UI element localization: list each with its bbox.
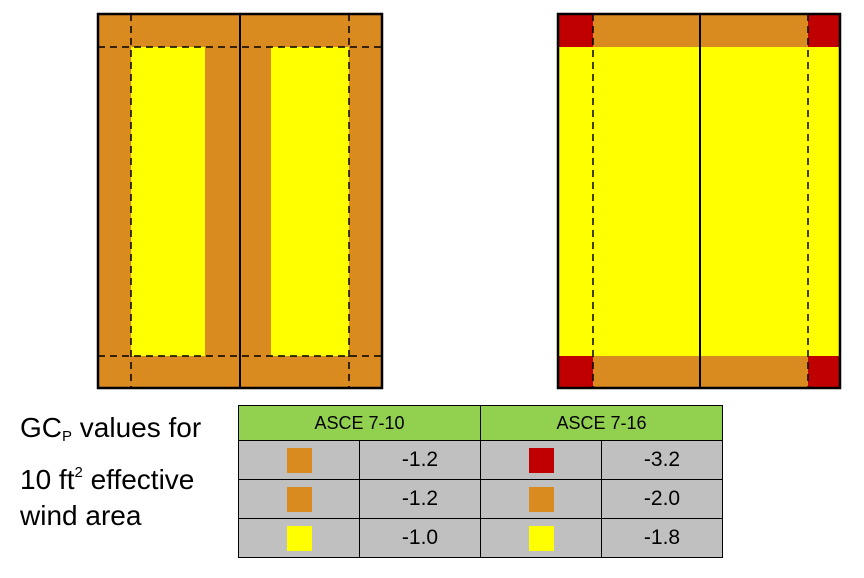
swatch-cell (480, 518, 602, 558)
caption: GCP values for 10 ft2 effective wind are… (20, 410, 235, 534)
interior-zone-right (271, 47, 349, 356)
value-cell: -1.2 (359, 440, 481, 480)
value-cell: -2.0 (601, 479, 723, 519)
asce-7-10-roof-plan (96, 12, 384, 390)
zone-color-swatch (286, 525, 312, 551)
swatch-cell (238, 479, 360, 519)
header-asce-7-10: ASCE 7-10 (238, 405, 481, 441)
caption-subscript-p: P (62, 428, 73, 445)
gcp-values-table: ASCE 7-10 ASCE 7-16 -1.2 -3.2 -1.2 -2.0 … (238, 405, 723, 558)
value-cell: -1.0 (359, 518, 481, 558)
corner-zone-bottom-right (808, 356, 840, 388)
swatch-cell (238, 518, 360, 558)
zone-color-swatch (286, 447, 312, 473)
caption-effective: effective (82, 464, 195, 495)
value-cell: -1.8 (601, 518, 723, 558)
caption-gc: GC (20, 412, 62, 443)
header-asce-7-16: ASCE 7-16 (480, 405, 723, 441)
caption-line-2: 10 ft2 effective (20, 455, 235, 498)
zone-boundary-dashed-lines (98, 14, 382, 388)
corner-zone-top-left (558, 14, 593, 47)
caption-line-3: wind area (20, 500, 142, 531)
roof-outline (556, 12, 842, 390)
asce-7-16-roof-plan (556, 12, 842, 390)
corner-zone-top-right (808, 14, 840, 47)
value-cell: -1.2 (359, 479, 481, 519)
corner-zone-bottom-left (558, 356, 593, 388)
caption-values-for: values for (72, 412, 202, 443)
swatch-cell (238, 440, 360, 480)
table-row: -1.0 -1.8 (238, 518, 723, 558)
zone-color-swatch (286, 486, 312, 512)
roof-zone-plans (96, 12, 842, 390)
table-header-row: ASCE 7-10 ASCE 7-16 (238, 405, 723, 441)
roof-outline (96, 12, 384, 390)
table-row: -1.2 -2.0 (238, 479, 723, 519)
interior-zone-left (131, 47, 205, 356)
value-cell: -3.2 (601, 440, 723, 480)
zone-color-swatch (528, 486, 554, 512)
swatch-cell (480, 479, 602, 519)
zone-boundary-dashed-lines (592, 14, 809, 388)
zone-color-swatch (528, 525, 554, 551)
caption-superscript-2: 2 (74, 464, 83, 481)
caption-line-1: GCP values for (20, 410, 235, 455)
table-row: -1.2 -3.2 (238, 440, 723, 480)
swatch-cell (480, 440, 602, 480)
caption-10-ft: 10 ft (20, 464, 75, 495)
zone-color-swatch (528, 447, 554, 473)
